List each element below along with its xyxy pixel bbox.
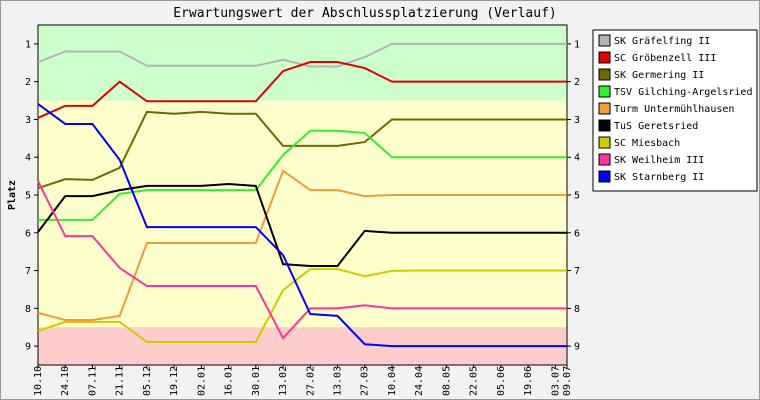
legend-swatch <box>598 119 611 132</box>
y-tick-label: 6 <box>574 228 580 239</box>
x-tick-label: 10.10 <box>33 366 44 396</box>
legend-swatch <box>598 34 611 47</box>
x-tick-label: 05.12 <box>142 366 153 396</box>
legend-label: SC Gröbenzell III <box>614 53 716 64</box>
legend-swatch <box>598 170 611 183</box>
x-tick-label: 09.07 <box>562 366 573 396</box>
y-tick-label: 5 <box>574 191 580 202</box>
y-tick-label: 3 <box>574 115 580 126</box>
series-line <box>37 183 567 268</box>
x-tick-label: 21.11 <box>115 366 126 396</box>
x-tick-label: 19.12 <box>169 366 180 396</box>
x-tick-label: 24.10 <box>60 366 71 396</box>
legend-label: SC Miesbach <box>614 138 680 149</box>
y-tick-label: 6 <box>25 228 31 239</box>
y-tick-label: 1 <box>25 39 31 50</box>
y-tick-label: 2 <box>574 77 580 88</box>
y-tick-label: 9 <box>574 342 580 353</box>
x-tick-label: 13.02 <box>278 366 289 396</box>
x-tick-label: 08.05 <box>441 366 452 396</box>
series-line <box>37 42 567 68</box>
x-tick-label: 24.04 <box>414 366 425 396</box>
x-tick-label: 30.01 <box>251 366 262 396</box>
zone <box>38 25 567 101</box>
legend-label: Turm Untermühlhausen <box>614 104 734 115</box>
y-axis-label: Platz <box>7 180 18 210</box>
legend-swatch <box>598 153 611 166</box>
y-tick-label: 8 <box>574 304 580 315</box>
y-tick-label: 4 <box>25 153 31 164</box>
series-line <box>37 103 567 348</box>
series-line <box>37 110 567 190</box>
x-tick-label: 27.03 <box>360 366 371 396</box>
y-tick-label: 7 <box>574 266 580 277</box>
legend-label: TuS Geretsried <box>614 121 698 132</box>
x-tick-label: 07.11 <box>87 366 98 396</box>
legend-swatch <box>598 136 611 149</box>
legend-swatch <box>598 51 611 64</box>
legend-label: SK Weilheim III <box>614 155 704 166</box>
legend-label: SK Gräfelfing II <box>614 36 710 47</box>
series-line <box>37 180 567 340</box>
x-tick-label: 03.07 <box>550 366 561 396</box>
legend-swatch <box>598 68 611 81</box>
y-tick-label: 9 <box>25 342 31 353</box>
zone <box>38 100 567 328</box>
y-tick-label: 7 <box>25 266 31 277</box>
y-tick-label: 8 <box>25 304 31 315</box>
series-line <box>38 129 567 221</box>
chart-title: Erwartungswert der Abschlussplatzierung … <box>173 6 557 21</box>
legend-swatch <box>598 102 611 115</box>
series-line <box>37 61 567 119</box>
x-tick-label: 22.05 <box>469 366 480 396</box>
y-tick-label: 1 <box>574 39 580 50</box>
y-tick-label: 5 <box>25 191 31 202</box>
x-tick-label: 13.03 <box>333 366 344 396</box>
y-tick-label: 2 <box>25 77 31 88</box>
legend-label: TSV Gilching-Argelsried <box>614 87 752 98</box>
x-tick-label: 10.04 <box>387 366 398 396</box>
x-tick-label: 05.06 <box>496 366 507 396</box>
series-line <box>37 268 567 343</box>
legend-label: SK Starnberg II <box>614 172 704 183</box>
legend <box>592 29 758 192</box>
x-tick-label: 02.01 <box>196 366 207 396</box>
x-tick-label: 27.02 <box>305 366 316 396</box>
x-tick-label: 16.01 <box>224 366 235 396</box>
y-tick-label: 3 <box>25 115 31 126</box>
legend-swatch <box>598 85 611 98</box>
x-tick-label: 19.06 <box>523 366 534 396</box>
series-line <box>37 169 567 322</box>
legend-label: SK Germering II <box>614 70 704 81</box>
y-tick-label: 4 <box>574 153 580 164</box>
